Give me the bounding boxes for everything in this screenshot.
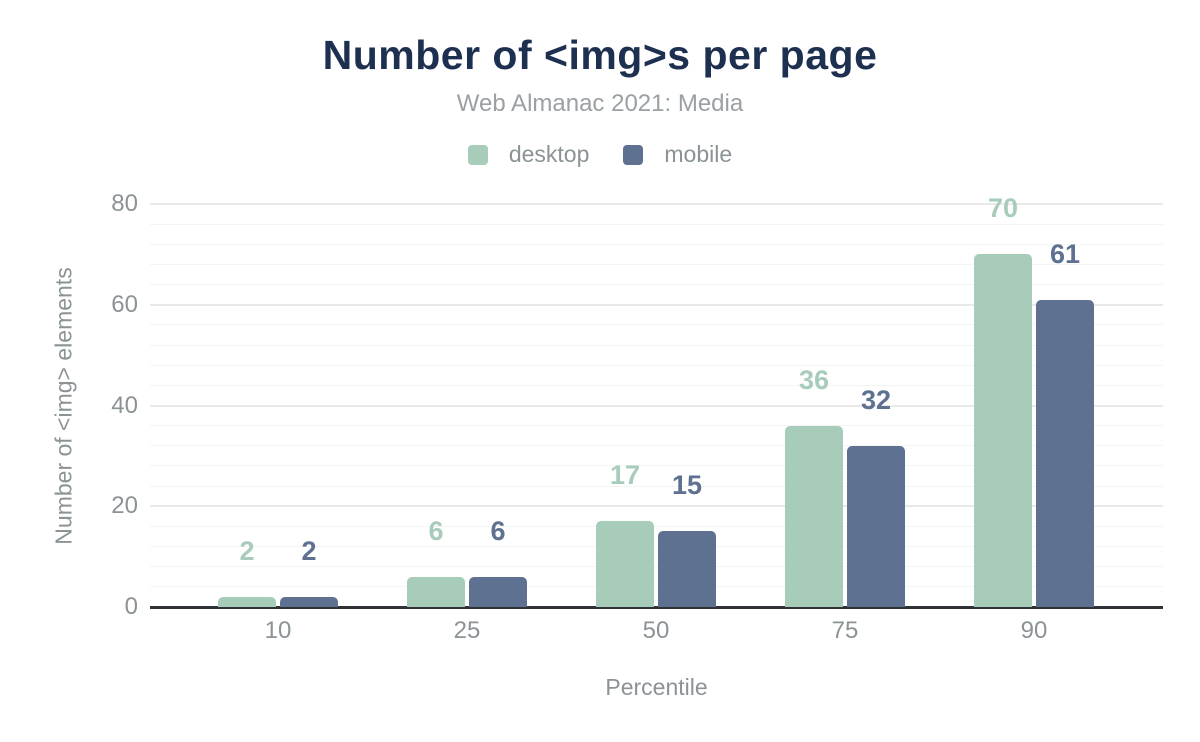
bar-mobile-p90 <box>1036 299 1094 607</box>
x-tick-label: 90 <box>1020 617 1048 644</box>
chart-subtitle: Web Almanac 2021: Media <box>456 90 744 117</box>
x-tick-label: 50 <box>642 617 670 644</box>
gridline-minor <box>150 485 1163 487</box>
x-tick-label: 25 <box>453 617 481 644</box>
bar-value-mobile-p90: 61 <box>1049 238 1081 269</box>
y-tick-label: 40 <box>111 391 138 419</box>
bar-desktop-p10 <box>218 596 276 607</box>
y-tick-label: 60 <box>111 290 138 318</box>
legend-label-mobile: mobile <box>664 141 733 167</box>
bar-value-desktop-p50: 17 <box>609 460 641 491</box>
gridline-minor <box>150 384 1163 386</box>
y-tick-label: 80 <box>111 190 138 217</box>
gridline-minor <box>150 324 1163 326</box>
gridline-minor <box>150 445 1163 447</box>
bar-value-desktop-p25: 6 <box>428 515 444 546</box>
chart-title: Number of <img>s per page <box>322 32 878 78</box>
bar-value-mobile-p25: 6 <box>490 515 506 546</box>
bar-value-mobile-p50: 15 <box>671 470 703 501</box>
gridline-major <box>150 505 1163 508</box>
gridline-minor <box>150 243 1163 245</box>
x-tick-label: 75 <box>831 617 859 644</box>
bar-value-mobile-p75: 32 <box>860 384 892 415</box>
gridline-minor <box>150 586 1163 588</box>
bar-value-desktop-p10: 2 <box>239 535 255 566</box>
bar-desktop-p50 <box>596 521 654 607</box>
bar-desktop-p25 <box>407 576 465 607</box>
bar-value-mobile-p10: 2 <box>301 535 317 566</box>
legend-item-desktop[interactable]: desktop <box>467 141 590 168</box>
bar-mobile-p25 <box>469 576 527 607</box>
gridline-minor <box>150 566 1163 568</box>
legend-item-mobile[interactable]: mobile <box>623 141 732 168</box>
x-axis-line <box>150 606 1163 609</box>
bar-desktop-p90 <box>974 254 1032 607</box>
legend-label-desktop: desktop <box>508 141 590 167</box>
gridline-minor <box>150 425 1163 427</box>
gridline-minor <box>150 223 1163 225</box>
desktop-swatch-icon <box>467 144 488 165</box>
bar-value-desktop-p90: 70 <box>987 193 1019 224</box>
y-tick-label: 20 <box>111 492 138 520</box>
plot-area: 0 20 40 60 80 2 2 10 6 6 25 17 15 50 36 32 75 70 61 90 <box>111 190 1163 644</box>
bar-mobile-p75 <box>847 445 905 607</box>
gridline-major <box>150 303 1163 306</box>
gridline-minor <box>150 364 1163 366</box>
legend: desktop mobile <box>0 141 1200 168</box>
gridline-minor <box>150 525 1163 527</box>
gridline-major <box>150 203 1163 205</box>
gridline-minor <box>150 284 1163 286</box>
gridline-minor <box>150 465 1163 467</box>
bar-mobile-p50 <box>658 531 716 607</box>
x-axis-title: Percentile <box>605 674 708 700</box>
bar-mobile-p10 <box>280 596 338 607</box>
x-tick-label: 10 <box>264 617 292 644</box>
y-tick-label: 0 <box>124 593 138 620</box>
bar-desktop-p75 <box>785 425 843 607</box>
gridline-minor <box>150 263 1163 265</box>
mobile-swatch-icon <box>623 144 644 165</box>
gridline-minor <box>150 344 1163 346</box>
bar-value-desktop-p75: 36 <box>798 364 830 395</box>
gridline-major <box>150 404 1163 407</box>
gridline-minor <box>150 546 1163 548</box>
